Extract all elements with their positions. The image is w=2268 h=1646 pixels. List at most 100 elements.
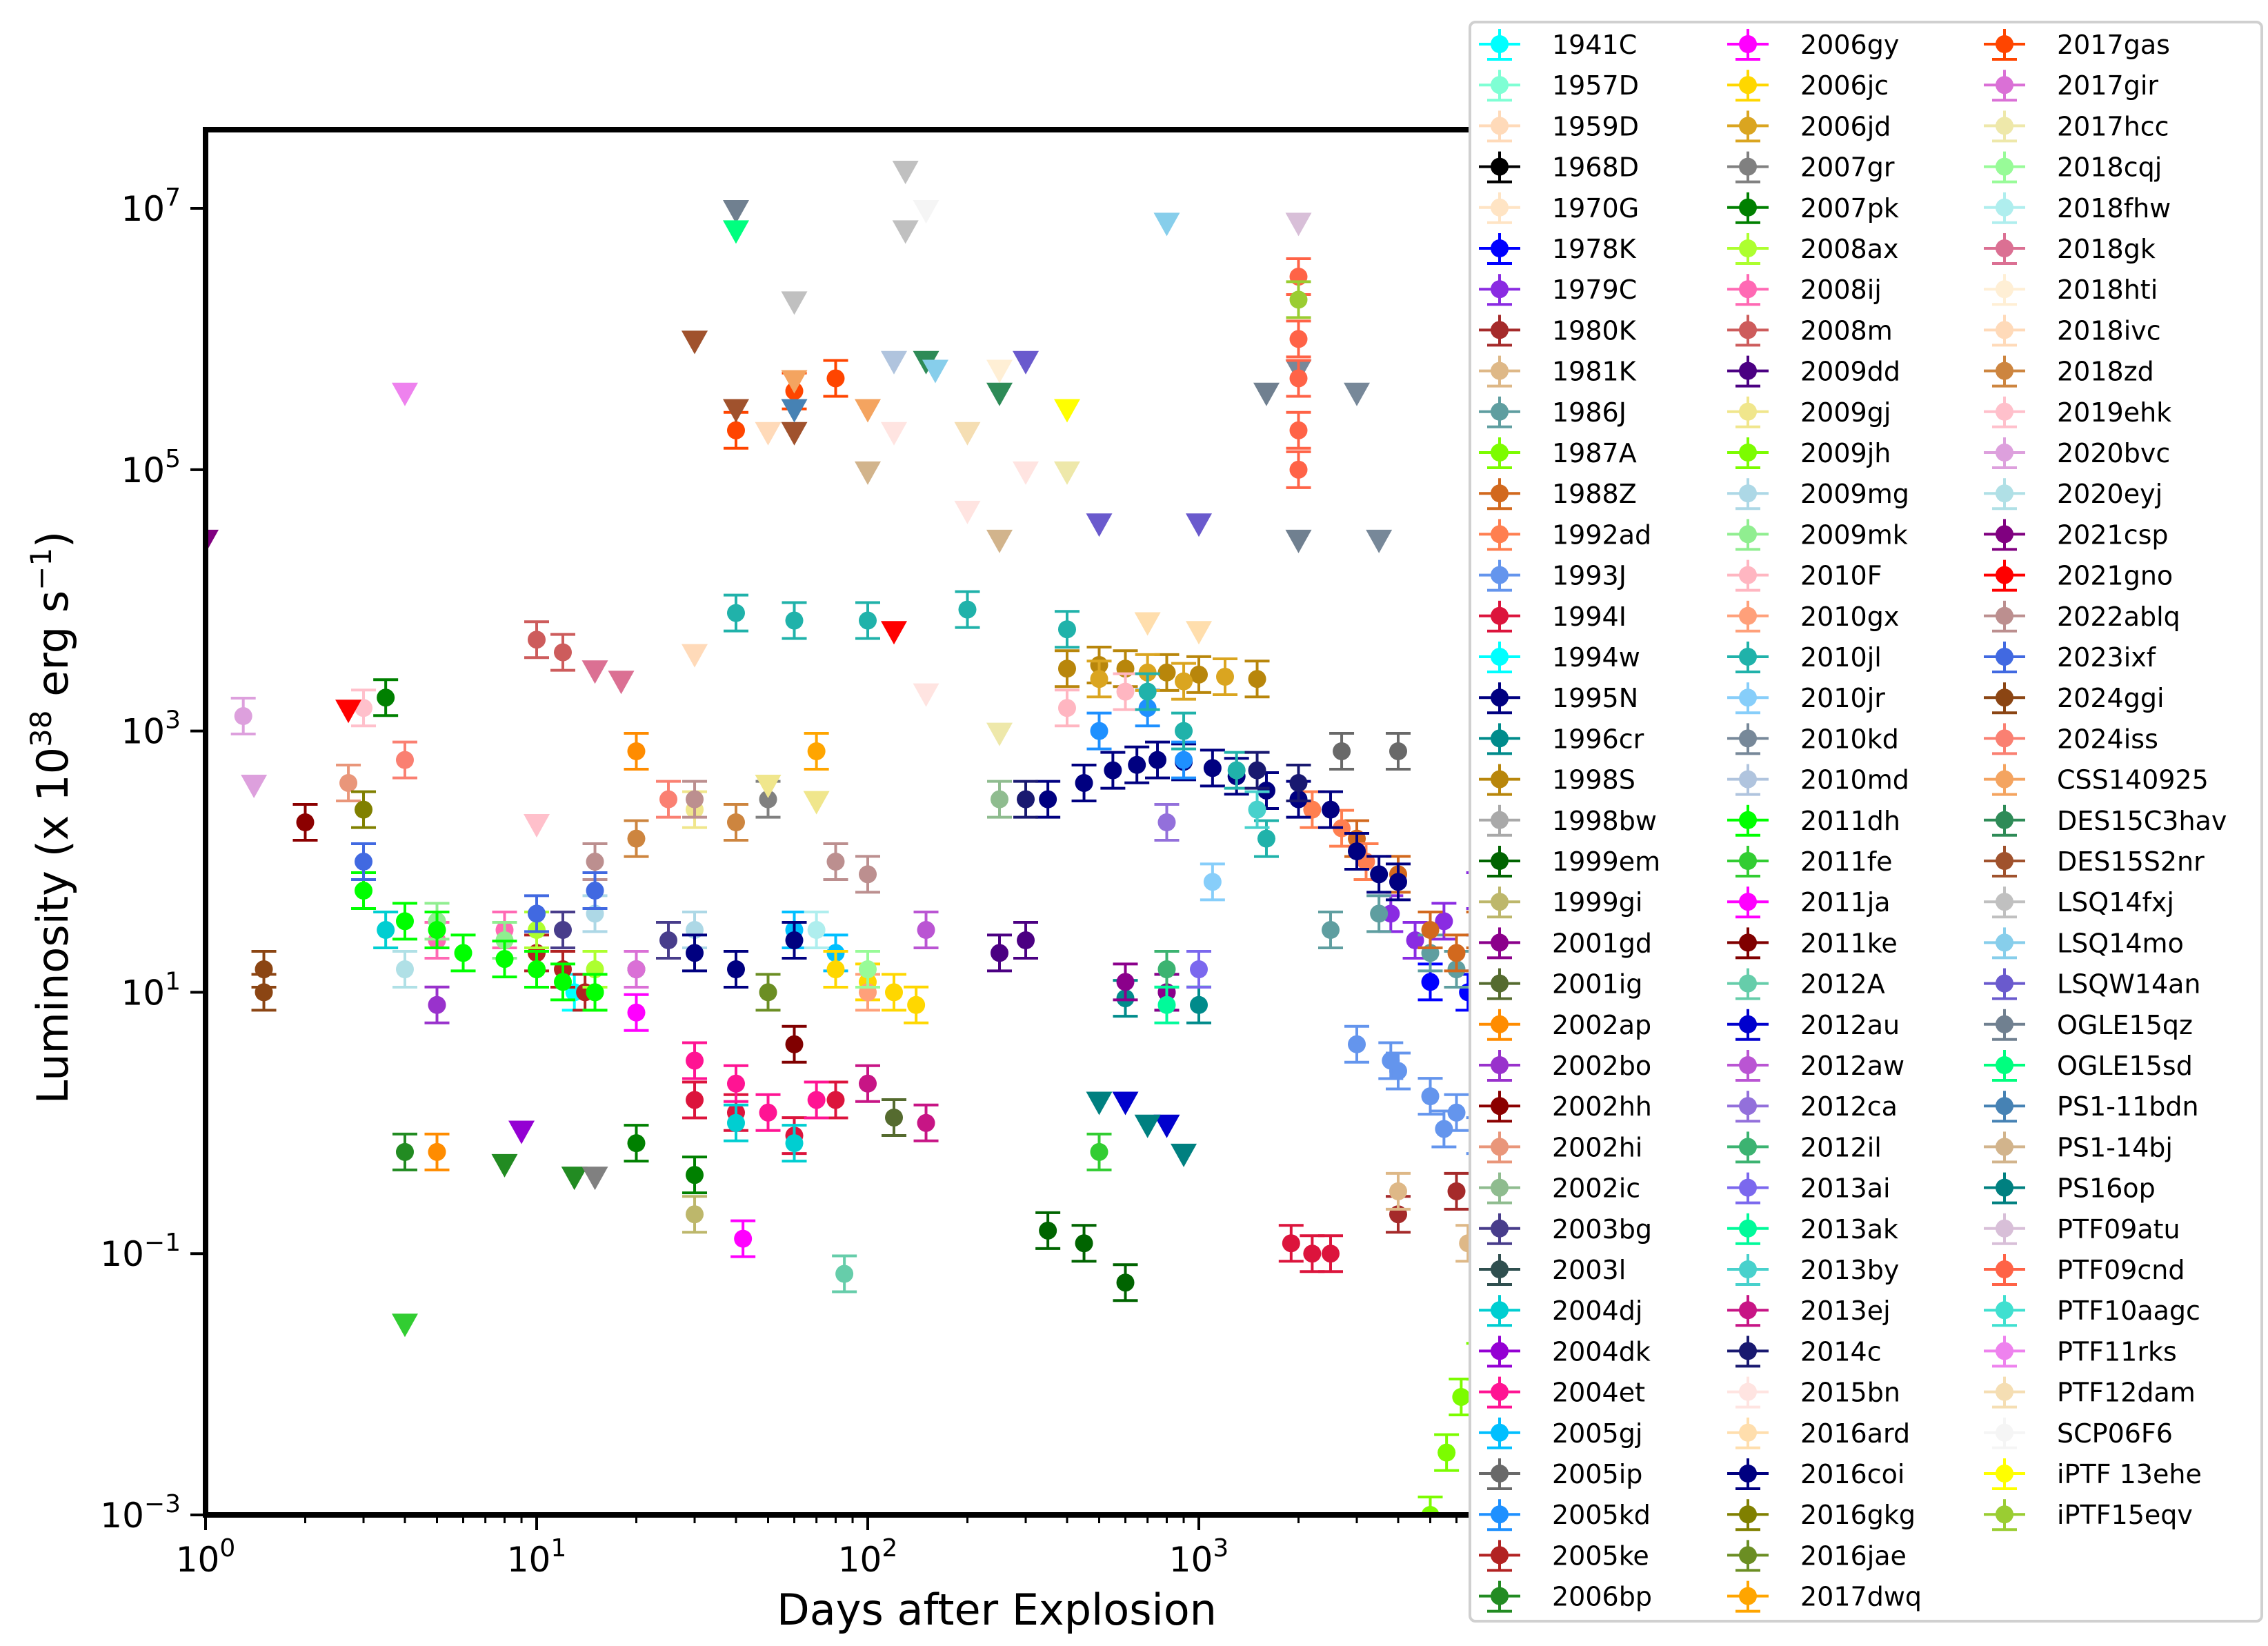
series-1999gi	[682, 1195, 708, 1234]
legend-entry-2010kd: 2010kd	[1727, 723, 1899, 755]
data-point	[1303, 1245, 1322, 1263]
legend-entry-2001ig: 2001ig	[1479, 968, 1642, 1000]
upper-limit-marker	[1153, 1114, 1180, 1138]
legend-entry-2009gj: 2009gj	[1727, 396, 1891, 428]
data-point	[528, 904, 546, 923]
legend-marker	[1996, 157, 2013, 176]
legend-entry-2014c: 2014c	[1727, 1336, 1882, 1368]
data-point	[859, 865, 877, 884]
legend-entry-2018gk: 2018gk	[1984, 233, 2156, 265]
legend-marker	[1739, 606, 1757, 625]
legend-entry-2007pk: 2007pk	[1727, 192, 1899, 224]
legend-entry-2012aw: 2012aw	[1727, 1050, 1904, 1082]
legend-entry-2018cqj: 2018cqj	[1984, 151, 2162, 184]
series-2013ak	[1154, 985, 1180, 1024]
legend-label: 2011fe	[1800, 846, 1892, 877]
legend-label: 2012aw	[1800, 1051, 1904, 1081]
tick-exponent: 1	[550, 1534, 566, 1563]
series-2006gy	[730, 1219, 756, 1258]
legend-marker	[1739, 76, 1757, 95]
legend-label: CSS140925	[2057, 765, 2209, 795]
data-point	[1090, 722, 1108, 740]
data-point	[1104, 761, 1122, 780]
upper-limit-marker	[524, 814, 550, 837]
legend-entry-2013by: 2013by	[1727, 1254, 1899, 1286]
legend-marker	[1996, 76, 2013, 95]
upper-limit-marker	[1053, 399, 1080, 423]
upper-limit-marker	[881, 350, 908, 375]
data-point	[907, 995, 926, 1014]
legend-label: 2002bo	[1552, 1051, 1651, 1081]
legend-entry-2017hcc: 2017hcc	[1984, 110, 2169, 143]
legend-label: 2013ak	[1800, 1214, 1898, 1245]
series-2018ivc	[682, 422, 782, 668]
data-point	[554, 973, 573, 991]
data-point	[1216, 668, 1235, 686]
legend-marker	[1491, 770, 1509, 789]
upper-limit-marker	[855, 461, 881, 485]
legend-marker	[1996, 1301, 2013, 1320]
series-ps16op	[1086, 1091, 1197, 1167]
upper-limit-marker	[1134, 1114, 1161, 1138]
data-point	[1039, 790, 1057, 809]
legend-label: 2003bg	[1552, 1214, 1652, 1245]
data-point	[234, 707, 252, 726]
legend-entry-2011dh: 2011dh	[1727, 804, 1900, 837]
upper-limit-marker	[986, 382, 1013, 406]
series-2004dk	[508, 1120, 535, 1144]
upper-limit-marker	[1253, 382, 1280, 406]
legend-marker	[1739, 1505, 1757, 1524]
legend-label: 2002ic	[1552, 1173, 1640, 1204]
tick-base: 10	[100, 1496, 144, 1536]
data-point	[355, 882, 373, 900]
legend-entry-1996cr: 1996cr	[1479, 723, 1644, 755]
series-2024iss	[392, 740, 682, 819]
data-point	[1389, 873, 1407, 891]
series-2008m	[524, 620, 576, 672]
series-2010jr	[1200, 862, 1225, 902]
legend-entry-1995n: 1995N	[1479, 682, 1638, 715]
data-point	[1128, 755, 1146, 774]
legend-entry-2018hti: 2018hti	[1984, 274, 2158, 306]
legend-entry-1978k: 1978K	[1479, 233, 1637, 265]
data-point	[1447, 944, 1466, 962]
series-2006bp	[392, 1132, 588, 1191]
legend-label: LSQ14mo	[2057, 928, 2184, 958]
tick-base: 10	[121, 973, 165, 1013]
legend-label: 2016gkg	[1800, 1500, 1916, 1530]
legend-label: 2010jl	[1800, 642, 1882, 673]
legend-marker	[1996, 606, 2013, 625]
legend-entry-ptf10aagc: PTF10aagc	[1984, 1295, 2200, 1327]
legend-entry-ps16op: PS16op	[1984, 1172, 2156, 1204]
legend-marker	[1491, 893, 1509, 911]
legend-entry-2002hi: 2002hi	[1479, 1131, 1642, 1164]
legend-label: 2015bn	[1800, 1378, 1900, 1408]
legend-label: 2002hi	[1552, 1132, 1642, 1162]
legend-entry-2006jc: 2006jc	[1727, 70, 1889, 102]
series-2012a	[832, 1254, 857, 1293]
legend-label: OGLE15sd	[2057, 1051, 2193, 1081]
legend-entry-2012il: 2012il	[1727, 1131, 1882, 1164]
legend-entry-2009jh: 2009jh	[1727, 437, 1891, 469]
upper-limit-marker	[1186, 513, 1212, 537]
data-point	[428, 1142, 446, 1161]
data-point	[395, 1142, 414, 1161]
legend-label: 2020eyj	[2057, 479, 2162, 509]
legend-entry-2012a: 2012A	[1727, 968, 1885, 1000]
series-2003bg	[550, 911, 682, 960]
legend-label: 2006gy	[1800, 30, 1899, 60]
legend-entry-2010jr: 2010jr	[1727, 682, 1885, 715]
data-point	[627, 742, 646, 760]
legend-label: LSQ14fxj	[2057, 887, 2174, 918]
tick-base: 10	[838, 1540, 882, 1580]
upper-limit-marker	[608, 671, 635, 695]
legend-marker	[1996, 1382, 2013, 1401]
legend-label: 1996cr	[1552, 724, 1644, 754]
legend-label: 2003l	[1552, 1255, 1626, 1285]
upper-limit-marker	[892, 161, 919, 185]
data-point	[1157, 995, 1176, 1014]
legend-entry-2024iss: 2024iss	[1984, 723, 2158, 755]
legend-marker	[1739, 239, 1757, 257]
legend-marker	[1491, 1465, 1509, 1483]
series-2020bvc	[230, 697, 268, 798]
